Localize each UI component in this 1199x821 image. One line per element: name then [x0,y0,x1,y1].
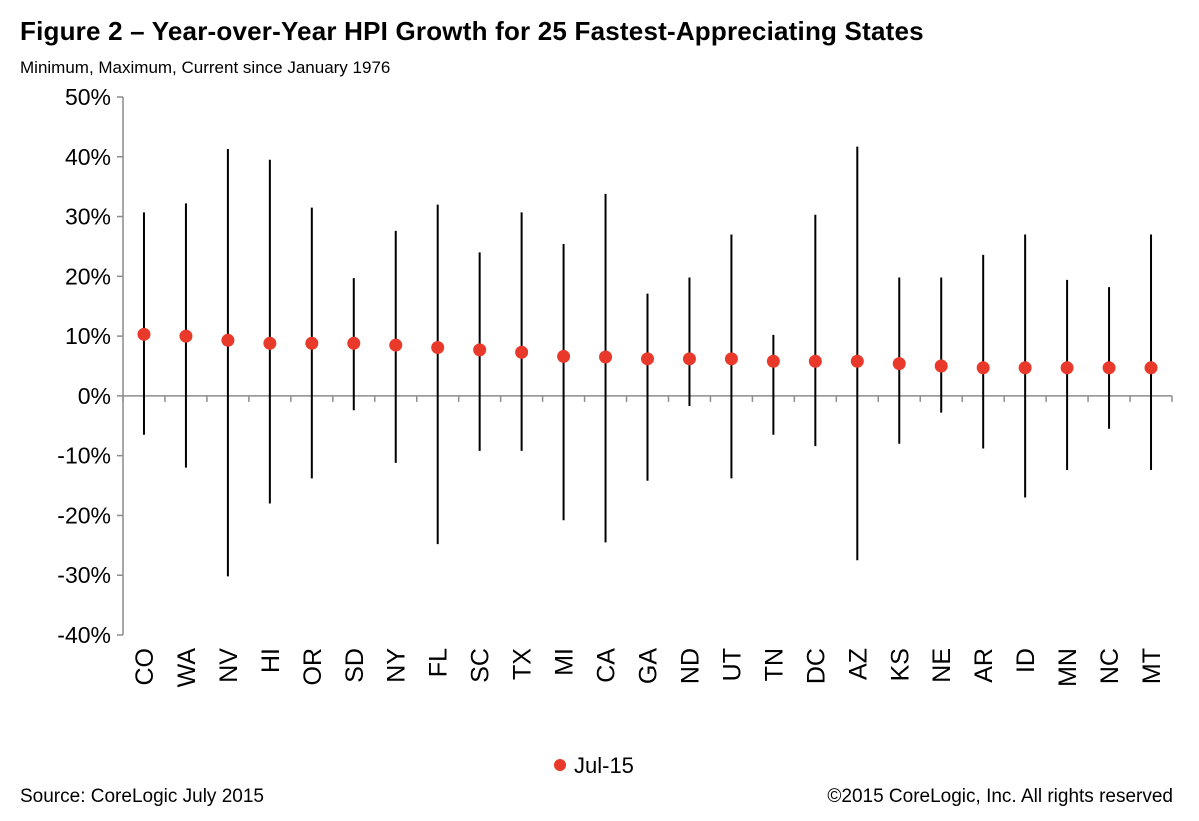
x-tick-label: SC [467,648,495,683]
x-tick-label: HI [257,648,285,673]
current-marker [599,350,613,364]
x-tick-label: AR [970,648,998,683]
current-marker [724,352,738,366]
legend-marker-icon [554,759,566,771]
current-marker [179,329,193,343]
current-marker [515,345,529,359]
chart-subtitle: Minimum, Maximum, Current since January … [20,58,391,77]
x-tick-label: MI [551,648,579,676]
current-marker [682,352,696,366]
current-marker [137,327,151,341]
x-tick-label: UT [718,648,746,681]
current-marker [473,343,487,357]
range-chart: 50% 40% 30% 20% 10% 0% -10% -20% -30% -40% CO WA NV H… [57,84,1173,688]
current-marker [808,354,822,368]
x-tick-label: DC [802,648,830,684]
current-marker [976,361,990,375]
y-tick-label: -30% [57,562,111,588]
current-marker [892,357,906,371]
current-marker [1018,361,1032,375]
x-tick-label: ND [676,648,704,684]
source-note: Source: CoreLogic July 2015 [20,786,264,807]
x-tick-label: NV [215,648,243,683]
chart-title: Figure 2 – Year-over-Year HPI Growth for… [20,16,924,46]
legend: Jul-15 [554,753,634,779]
y-tick-label: -40% [57,622,111,648]
current-marker [305,336,319,350]
x-tick-label: AZ [844,648,872,680]
current-marker [347,336,361,350]
y-tick-label: 10% [65,323,111,349]
current-marker [850,354,864,368]
x-tick-label: NY [383,648,411,683]
y-tick-label: -10% [57,443,111,469]
legend-label: Jul-15 [574,753,634,778]
x-tick-label: NE [928,648,956,683]
x-tick-label: TX [509,648,537,680]
y-tick-label: -20% [57,502,111,528]
y-tick-label: 20% [65,263,111,289]
x-tick-label: TN [760,648,788,681]
x-tick-label: FL [425,648,453,677]
x-tick-label: MT [1138,648,1166,684]
x-tick-label: MN [1054,648,1082,687]
y-tick-label: 50% [65,84,111,110]
current-marker [1144,361,1158,375]
current-marker [389,338,403,352]
x-tick-label: CA [593,648,621,683]
current-marker [934,359,948,373]
current-marker [221,333,235,347]
y-tick-label: 0% [78,383,111,409]
x-tick-label: SD [341,648,369,683]
x-tick-label: WA [173,648,201,688]
current-marker [431,340,445,354]
current-marker [1102,361,1116,375]
current-marker [641,352,654,366]
current-marker [766,354,780,368]
x-tick-label: OR [299,648,327,686]
current-marker [557,349,571,363]
current-marker [1060,361,1074,375]
x-tick-label: GA [635,648,663,684]
y-tick-label: 40% [65,144,111,170]
copyright-note: ©2015 CoreLogic, Inc. All rights reserve… [827,786,1173,807]
x-tick-label: NC [1096,648,1124,684]
x-tick-label: ID [1012,648,1040,673]
x-tick-label: KS [886,648,914,681]
x-tick-label: CO [131,648,159,686]
y-tick-label: 30% [65,204,111,230]
current-marker [263,336,277,350]
